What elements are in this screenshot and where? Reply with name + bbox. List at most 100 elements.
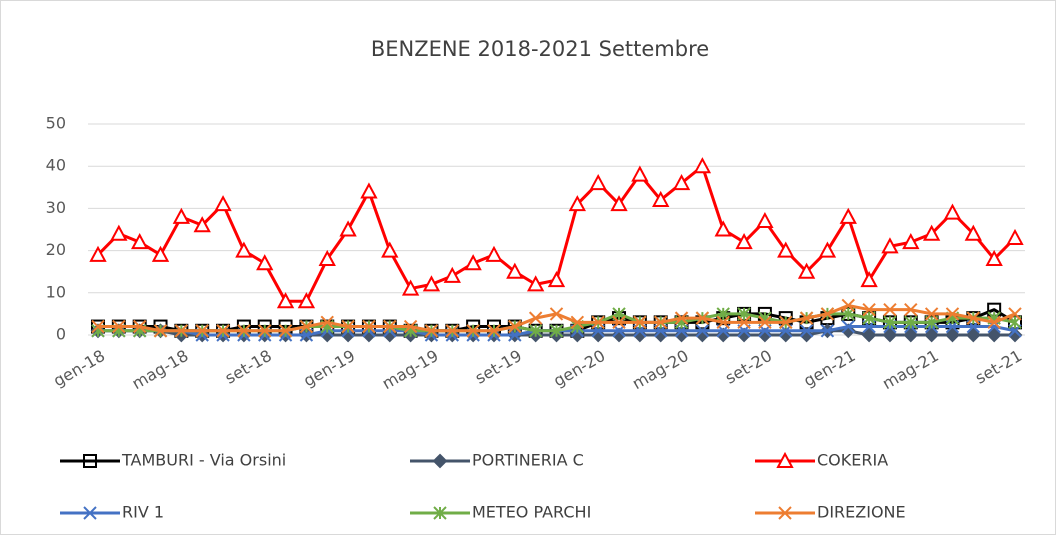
- y-tick-label: 20: [46, 240, 66, 259]
- marker: [362, 319, 376, 334]
- marker: [151, 245, 170, 262]
- marker: [1008, 307, 1022, 321]
- marker: [672, 173, 691, 191]
- legend-label: COKERIA: [817, 451, 888, 470]
- marker: [193, 216, 211, 233]
- marker: [591, 315, 605, 330]
- series: [89, 157, 1024, 309]
- marker: [883, 315, 897, 330]
- marker: [339, 220, 357, 237]
- marker: [320, 315, 334, 330]
- marker: [424, 324, 439, 338]
- marker: [674, 311, 689, 325]
- marker: [860, 271, 878, 288]
- marker: [91, 319, 105, 334]
- marker: [797, 262, 816, 279]
- y-tick-label: 40: [46, 156, 66, 175]
- marker: [485, 245, 503, 262]
- marker: [526, 275, 545, 292]
- marker: [589, 173, 607, 191]
- marker: [235, 241, 253, 258]
- marker: [153, 324, 168, 338]
- marker: [841, 298, 855, 313]
- marker: [443, 266, 461, 283]
- y-tick-label: 30: [46, 198, 66, 217]
- marker: [881, 237, 899, 254]
- marker: [964, 224, 982, 241]
- y-tick-label: 0: [56, 325, 66, 344]
- marker: [570, 315, 585, 330]
- chart-title: BENZENE 2018-2021 Settembre: [371, 37, 709, 61]
- marker: [779, 315, 793, 330]
- marker: [924, 327, 940, 343]
- marker: [716, 315, 730, 330]
- marker: [172, 207, 191, 224]
- marker: [839, 207, 857, 224]
- marker: [818, 241, 837, 258]
- marker: [695, 311, 710, 325]
- marker: [610, 195, 628, 212]
- marker: [297, 292, 316, 309]
- marker: [445, 324, 460, 338]
- marker: [904, 315, 918, 330]
- marker: [466, 324, 480, 338]
- marker: [986, 327, 1002, 343]
- marker: [112, 319, 126, 334]
- marker: [422, 275, 441, 292]
- marker: [612, 315, 626, 330]
- marker: [924, 307, 939, 321]
- marker: [549, 324, 564, 338]
- legend-label: METEO PARCHI: [472, 503, 591, 522]
- marker: [758, 315, 772, 330]
- marker: [861, 327, 877, 343]
- marker: [631, 165, 649, 182]
- marker: [360, 182, 378, 199]
- marker: [174, 324, 189, 338]
- legend-label: RIV 1: [122, 503, 164, 522]
- marker: [737, 315, 751, 330]
- marker: [132, 319, 147, 334]
- legend-marker: [778, 506, 792, 520]
- marker: [487, 324, 501, 338]
- marker: [695, 324, 710, 338]
- marker: [89, 245, 107, 262]
- marker: [401, 279, 420, 296]
- marker: [633, 315, 647, 330]
- marker: [1007, 327, 1023, 343]
- marker: [714, 220, 732, 237]
- marker: [799, 311, 814, 325]
- marker: [862, 302, 876, 317]
- marker: [214, 195, 232, 212]
- marker: [820, 324, 835, 338]
- marker: [945, 307, 960, 321]
- marker: [276, 292, 295, 309]
- marker: [258, 324, 272, 338]
- y-tick-label: 10: [46, 282, 66, 301]
- marker: [904, 302, 918, 317]
- marker: [966, 311, 981, 325]
- marker: [943, 203, 962, 220]
- marker: [568, 195, 587, 212]
- marker: [528, 311, 543, 325]
- marker: [299, 319, 314, 334]
- marker: [237, 324, 251, 338]
- marker: [841, 319, 855, 334]
- marker: [882, 327, 898, 343]
- marker: [216, 324, 230, 338]
- marker: [883, 302, 897, 317]
- marker: [508, 319, 522, 334]
- y-tick-label: 50: [46, 114, 66, 133]
- marker: [756, 211, 774, 229]
- marker: [464, 254, 482, 271]
- marker: [903, 327, 919, 343]
- legend-label: TAMBURI - Via Orsini: [121, 451, 286, 470]
- legend-marker: [83, 454, 97, 468]
- marker: [278, 324, 293, 338]
- marker: [799, 324, 814, 338]
- marker: [381, 241, 399, 258]
- legend-marker: [432, 453, 448, 469]
- legend-marker: [776, 451, 794, 468]
- marker: [341, 319, 355, 334]
- marker: [735, 233, 753, 250]
- marker: [987, 315, 1001, 330]
